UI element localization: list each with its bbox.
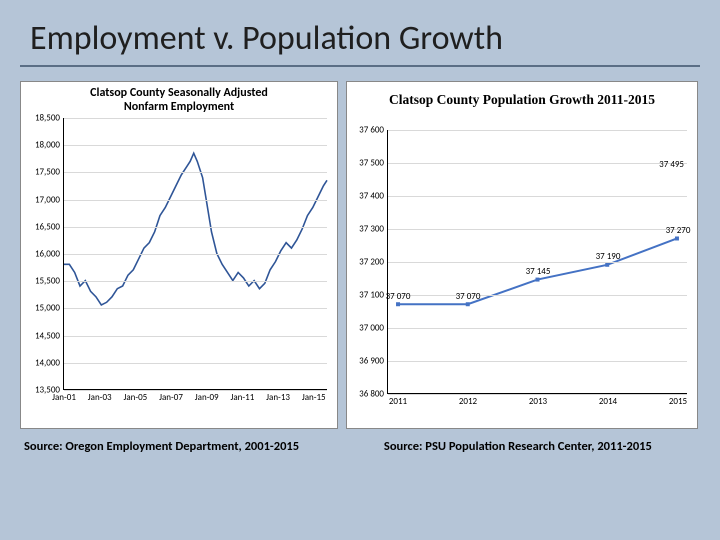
population-chart: Clatsop County Population Growth 2011-20… [346,81,698,429]
population-chart-title: Clatsop County Population Growth 2011-20… [347,92,697,108]
data-label: 37 145 [526,266,551,277]
y-tick-label: 16,000 [35,249,64,260]
gridline [388,361,687,362]
gridline [388,229,687,230]
y-tick-label: 15,500 [35,276,64,287]
y-tick-label: 14,000 [35,357,64,368]
y-tick-label: 36 800 [359,389,388,400]
y-tick-label: 37 400 [359,191,388,202]
gridline [388,130,687,131]
data-label: 37 270 [666,225,691,236]
x-tick-label: Jan-03 [88,389,112,403]
y-tick-label: 14,500 [35,330,64,341]
y-tick-label: 37 500 [359,158,388,169]
y-tick-label: 17,000 [35,194,64,205]
gridline [388,262,687,263]
endpoint-label: 37 495 [659,159,684,170]
gridline [388,163,687,164]
population-plot-area: 36 80036 90037 00037 10037 20037 30037 4… [387,130,687,394]
y-tick-label: 37 300 [359,224,388,235]
y-tick-label: 37 200 [359,257,388,268]
x-tick-label: 2011 [389,393,407,407]
y-tick-label: 15,000 [35,303,64,314]
gridline [64,200,327,201]
gridline [388,196,687,197]
data-label: 37 070 [456,291,481,302]
x-tick-label: Jan-09 [195,389,219,403]
y-tick-label: 37 600 [359,125,388,136]
gridline [64,227,327,228]
x-tick-label: Jan-15 [302,389,326,403]
sources-row: Source: Oregon Employment Department, 20… [20,439,700,454]
y-tick-label: 18,500 [35,113,64,124]
gridline [64,363,327,364]
x-tick-label: Jan-07 [159,389,183,403]
slide-title: Employment v. Population Growth [30,18,700,59]
gridline [388,295,687,296]
x-tick-label: Jan-01 [52,389,76,403]
x-tick-label: Jan-13 [266,389,290,403]
gridline [64,145,327,146]
y-tick-label: 17,500 [35,167,64,178]
gridline [64,254,327,255]
gridline [64,172,327,173]
x-tick-label: 2012 [459,393,477,407]
employment-chart: Clatsop County Seasonally AdjustedNonfar… [20,81,338,429]
slide: Employment v. Population Growth Clatsop … [0,0,720,540]
gridline [64,281,327,282]
y-tick-label: 18,000 [35,140,64,151]
y-tick-label: 36 900 [359,356,388,367]
x-tick-label: 2013 [529,393,547,407]
x-tick-label: 2015 [669,393,687,407]
y-tick-label: 37 100 [359,290,388,301]
gridline [64,308,327,309]
charts-row: Clatsop County Seasonally AdjustedNonfar… [20,81,700,429]
y-tick-label: 16,500 [35,221,64,232]
gridline [64,336,327,337]
title-underline [20,65,700,67]
data-label: 37 070 [386,291,411,302]
employment-plot-area: 13,50014,00014,50015,00015,50016,00016,5… [63,118,327,390]
source-left: Source: Oregon Employment Department, 20… [20,439,356,454]
x-tick-label: Jan-05 [123,389,147,403]
data-label: 37 190 [596,251,621,262]
gridline [64,118,327,119]
employment-chart-title: Clatsop County Seasonally AdjustedNonfar… [21,86,337,114]
source-right: Source: PSU Population Research Center, … [364,439,700,454]
x-tick-label: Jan-11 [230,389,254,403]
y-tick-label: 37 000 [359,323,388,334]
x-tick-label: 2014 [599,393,617,407]
gridline [388,328,687,329]
